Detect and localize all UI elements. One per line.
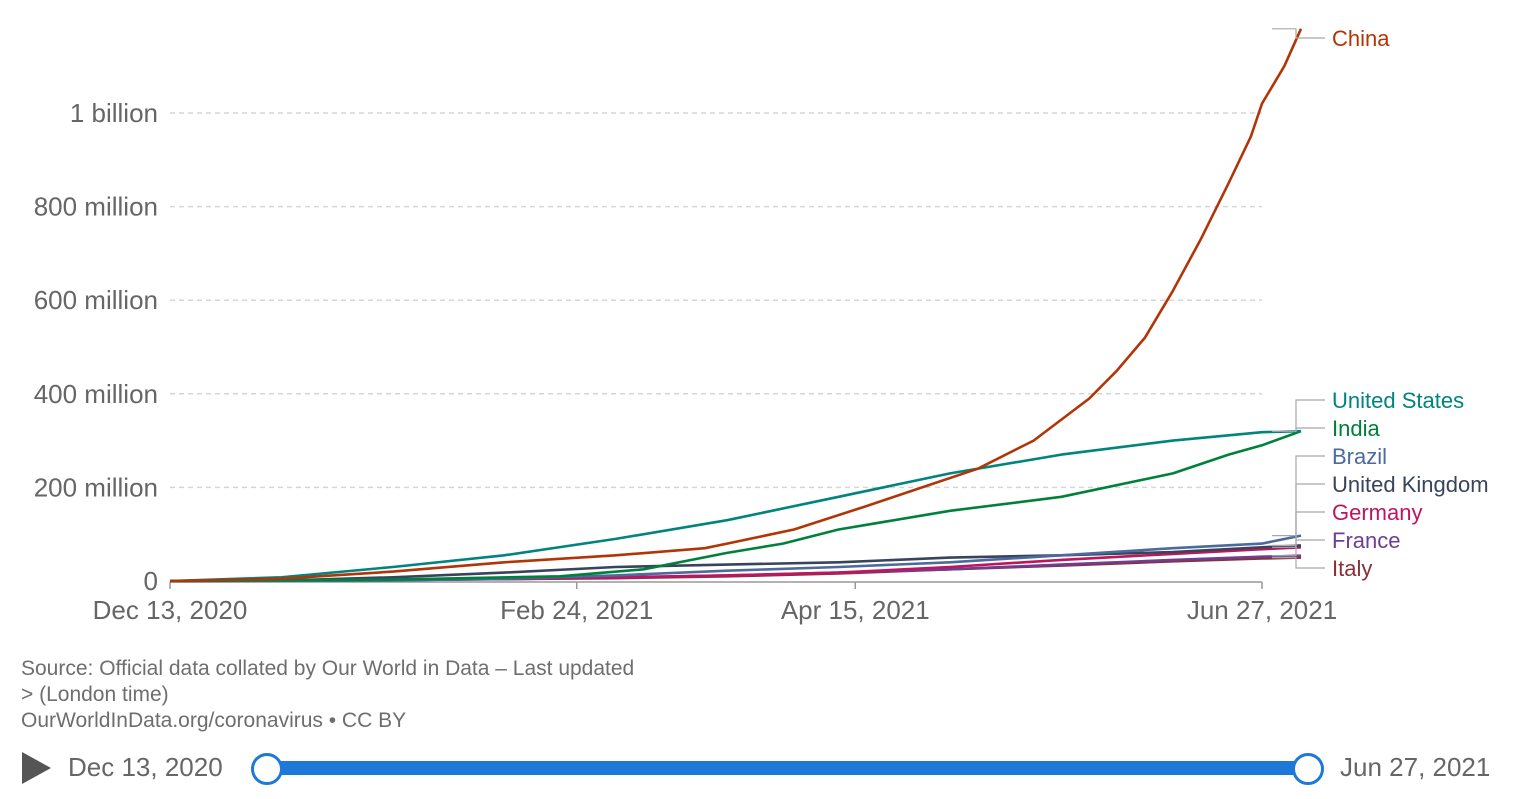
x-axis: Dec 13, 2020 Feb 24, 2021 Apr 15, 2021 Jun … bbox=[93, 581, 1337, 625]
series-line-india[interactable] bbox=[169, 429, 1302, 583]
series-line-united-states[interactable] bbox=[169, 429, 1302, 583]
y-tick-label: 1 billion bbox=[70, 98, 158, 128]
series-line-china[interactable] bbox=[169, 28, 1303, 583]
x-tick-label: Apr 15, 2021 bbox=[781, 595, 930, 625]
series-label-united-kingdom[interactable]: United Kingdom bbox=[1332, 472, 1489, 497]
x-tick-label: Feb 24, 2021 bbox=[500, 595, 653, 625]
series-label-india[interactable]: India bbox=[1332, 416, 1380, 441]
x-tick-label: Dec 13, 2020 bbox=[93, 595, 248, 625]
timeline-start-handle[interactable] bbox=[251, 753, 283, 785]
y-axis-ticks: 0 200 million 400 million 600 million 800 mi… bbox=[34, 98, 158, 596]
source-line-3[interactable]: OurWorldInData.org/coronavirus • CC BY bbox=[21, 709, 407, 732]
label-leader-line bbox=[1272, 539, 1325, 557]
timeline-slider[interactable]: Dec 13, 2020 Jun 27, 2021 bbox=[0, 744, 1531, 794]
series-label-italy[interactable]: Italy bbox=[1332, 556, 1372, 581]
series-label-china[interactable]: China bbox=[1332, 26, 1390, 51]
source-line-1: Source: Official data collated by Our Wo… bbox=[21, 657, 635, 680]
label-leader-line bbox=[1272, 557, 1325, 569]
series-label-france[interactable]: France bbox=[1332, 528, 1400, 553]
series-label-brazil[interactable]: Brazil bbox=[1332, 444, 1387, 469]
timeline-end-label: Jun 27, 2021 bbox=[1340, 752, 1491, 782]
y-tick-label: 800 million bbox=[34, 192, 158, 222]
series-labels: China United States India Brazil United King… bbox=[1272, 26, 1489, 581]
series-label-germany[interactable]: Germany bbox=[1332, 500, 1422, 525]
series-line-united-kingdom[interactable] bbox=[169, 544, 1302, 583]
x-tick-label: Jun 27, 2021 bbox=[1187, 595, 1337, 625]
series-lines bbox=[169, 28, 1303, 583]
y-tick-label: 600 million bbox=[34, 285, 158, 315]
timeline-start-label: Dec 13, 2020 bbox=[68, 752, 223, 782]
gridlines bbox=[170, 112, 1262, 489]
label-leader-line bbox=[1272, 28, 1325, 39]
label-leader-line bbox=[1272, 427, 1325, 432]
series-label-united-states[interactable]: United States bbox=[1332, 388, 1464, 413]
y-tick-label: 200 million bbox=[34, 472, 158, 502]
label-leader-line bbox=[1272, 455, 1325, 537]
source-note: Source: Official data collated by Our Wo… bbox=[21, 656, 634, 734]
y-tick-label: 0 bbox=[144, 566, 158, 596]
play-icon[interactable] bbox=[22, 752, 51, 784]
label-leader-line bbox=[1272, 399, 1325, 432]
source-line-2: > (London time) bbox=[21, 683, 169, 706]
timeline-track[interactable] bbox=[266, 761, 1308, 775]
line-chart: 0 200 million 400 million 600 million 800 mi… bbox=[34, 26, 1489, 625]
label-leader-line bbox=[1272, 511, 1325, 548]
timeline-end-handle[interactable] bbox=[1292, 753, 1324, 785]
y-tick-label: 400 million bbox=[34, 379, 158, 409]
